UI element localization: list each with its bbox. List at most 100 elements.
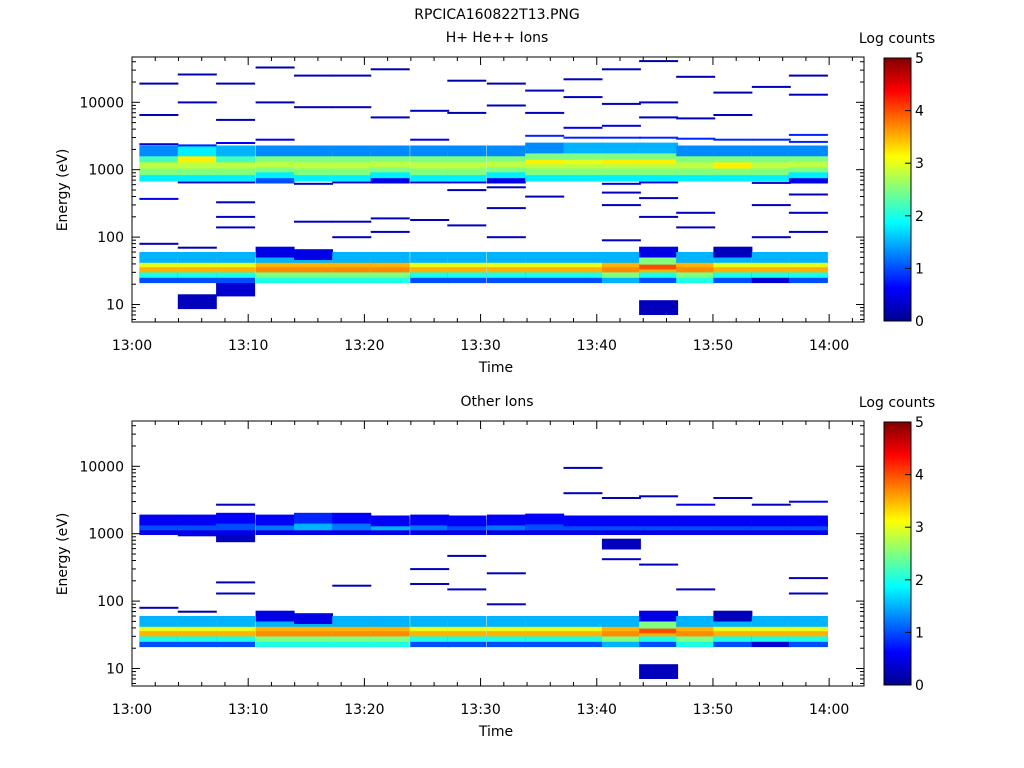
heatmap-cell <box>486 616 526 627</box>
heatmap-cell <box>216 82 256 85</box>
heatmap-cell <box>788 230 828 233</box>
heatmap-cell <box>410 568 450 571</box>
heatmap-cell <box>447 111 487 114</box>
heatmap-cell <box>676 503 716 506</box>
colorbar-tick-label: 1 <box>915 261 924 277</box>
heatmap-cell <box>177 151 217 163</box>
heatmap-cell <box>139 197 179 200</box>
heatmap-cell <box>447 164 487 176</box>
heatmap-cell <box>563 170 603 182</box>
heatmap-cell <box>563 142 603 154</box>
heatmap-cell <box>370 116 410 119</box>
heatmap-cell <box>177 144 217 147</box>
heatmap-cell <box>676 145 716 157</box>
heatmap-cell <box>601 170 641 182</box>
heatmap-cell <box>676 226 716 229</box>
heatmap-cell <box>139 114 179 116</box>
heatmap-cell <box>713 91 753 94</box>
heatmap-cell <box>676 211 716 214</box>
colorbar-ticks: 0 1 2 3 4 5 <box>905 415 924 694</box>
heatmap-cell <box>563 252 603 263</box>
figure-title: RPCICA160822T13.PNG <box>414 7 579 23</box>
heatmap-cell <box>447 151 487 163</box>
heatmap-cell <box>788 211 828 214</box>
heatmap-cell <box>601 252 641 263</box>
y-tick-label: 100 <box>97 230 124 246</box>
heatmap-cell <box>332 584 372 587</box>
heatmap-cell <box>525 170 565 182</box>
heatmap-cell <box>216 503 256 506</box>
heatmap-cell <box>216 145 256 157</box>
heatmap-cell <box>601 204 641 207</box>
heatmap-cell <box>216 581 256 584</box>
heatmap-cell <box>525 252 565 263</box>
x-tick-label: 13:50 <box>693 338 733 354</box>
colorbar <box>883 421 912 686</box>
heatmap-cell <box>216 215 256 218</box>
heatmap-cell <box>639 181 679 184</box>
heatmap-cell <box>563 631 603 642</box>
heatmap-cell <box>332 74 372 77</box>
heatmap-cell <box>216 170 256 182</box>
heatmap-cell <box>410 181 450 184</box>
heatmap-cell <box>563 164 603 176</box>
heatmap-cell <box>788 74 828 77</box>
heatmap-cell <box>676 631 716 642</box>
heatmap-cell <box>216 512 256 524</box>
heatmap-cell <box>486 82 526 85</box>
x-tick-label: 13:20 <box>344 338 384 354</box>
heatmap-cell <box>332 164 372 176</box>
y-tick-label: 10000 <box>79 95 124 111</box>
heatmap-cell <box>639 300 679 315</box>
heatmap-cell <box>639 148 679 160</box>
heatmap-cell <box>713 246 753 258</box>
colorbar-tick-label: 5 <box>915 415 924 431</box>
heatmap-cell <box>639 495 679 498</box>
heatmap-cell <box>751 138 791 141</box>
x-tick-label: 13:00 <box>112 338 152 354</box>
x-tick-label: 13:30 <box>460 338 500 354</box>
heatmap-cell <box>713 145 753 157</box>
heatmap-cell <box>177 145 217 157</box>
heatmap-cell <box>139 606 179 609</box>
heatmap-cell <box>676 137 716 140</box>
heatmap-cell <box>525 164 565 176</box>
heatmap-cell <box>676 170 716 182</box>
heatmap-cells <box>139 60 828 315</box>
heatmap-cell <box>486 631 526 642</box>
x-tick-label: 13:50 <box>693 702 733 718</box>
heatmap-cell <box>563 126 603 129</box>
heatmap-cell <box>139 157 179 169</box>
heatmap-cell <box>639 246 679 258</box>
heatmap-cell <box>294 164 333 176</box>
heatmap-cell <box>216 201 256 204</box>
heatmap-cell <box>601 148 641 160</box>
heatmap-cell <box>447 79 487 82</box>
heatmap-cell <box>332 519 372 531</box>
heatmap-cell <box>486 514 526 526</box>
heatmap-cell <box>601 558 641 561</box>
heatmap-cell <box>177 525 217 537</box>
heatmap-cell <box>486 252 526 263</box>
heatmap-cell <box>639 617 679 629</box>
heatmap-cell <box>713 157 753 169</box>
heatmap-cell <box>713 164 753 176</box>
heatmap-cell <box>601 538 641 550</box>
y-tick-label: 100 <box>97 594 124 610</box>
heatmap-cell <box>525 513 565 525</box>
heatmap-cell <box>713 170 753 182</box>
heatmap-cell <box>177 101 217 104</box>
heatmap-cell <box>332 181 372 184</box>
heatmap-cell <box>788 145 828 157</box>
colorbar-tick-label: 0 <box>915 678 924 694</box>
heatmap-cell <box>676 588 716 591</box>
heatmap-cell <box>713 515 753 527</box>
heatmap-cell <box>410 631 450 642</box>
heatmap-cell <box>255 167 295 179</box>
heatmap-cell <box>370 515 410 527</box>
heatmap-cell <box>601 239 641 242</box>
heatmap-cell <box>294 613 333 624</box>
heatmap-cell <box>486 186 526 189</box>
heatmap-cell <box>216 281 256 297</box>
heatmap-cell <box>788 515 828 527</box>
